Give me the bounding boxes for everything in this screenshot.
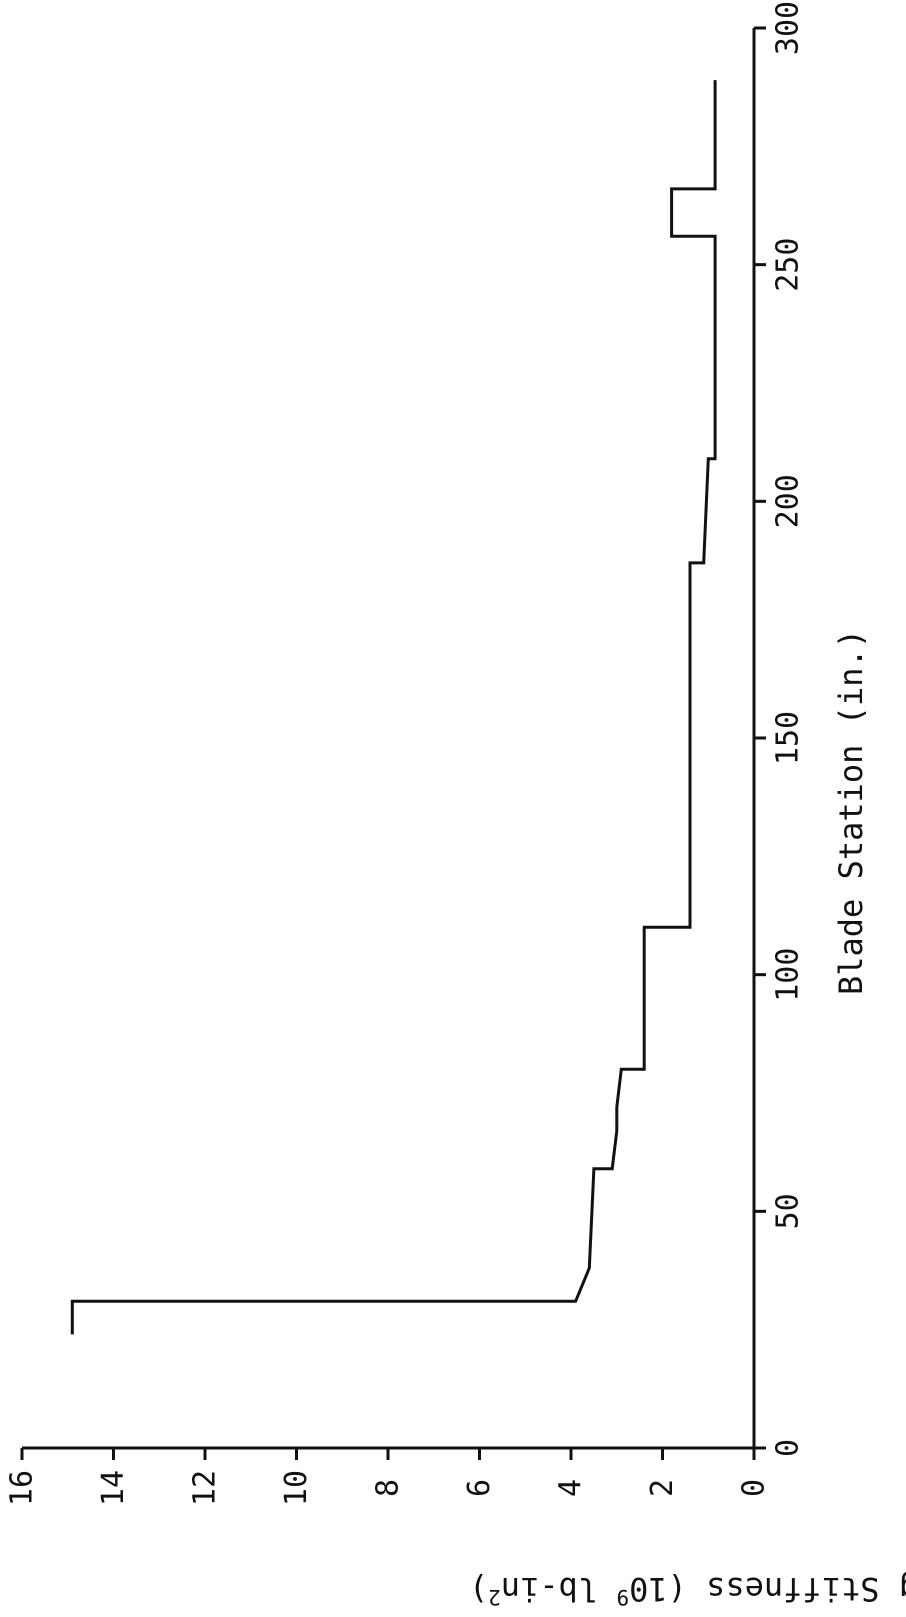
y-tick-label: 10 — [279, 1470, 314, 1506]
y-tick-label: 0 — [737, 1479, 772, 1497]
y-axis-ticks: 0 2 4 6 8 10 12 14 16 — [5, 1448, 772, 1506]
y-axis-title-exponent-1: 9 — [616, 1585, 629, 1609]
y-axis-title-exponent-2: 2 — [488, 1585, 501, 1609]
y-tick-label: 2 — [645, 1479, 680, 1497]
series-group — [70, 80, 717, 1335]
x-tick-label: 0 — [771, 1439, 806, 1457]
x-tick-label: 100 — [771, 948, 806, 1002]
y-tick-label: 6 — [462, 1479, 497, 1497]
stiffness-series-line — [70, 80, 717, 1335]
y-tick-label: 14 — [96, 1470, 131, 1506]
y-tick-label: 4 — [554, 1479, 589, 1497]
y-tick-label: 12 — [188, 1470, 223, 1506]
x-tick-label: 50 — [771, 1193, 806, 1229]
x-tick-label: 200 — [771, 474, 806, 528]
x-axis-ticks: 0 50 100 150 200 250 300 — [754, 1, 806, 1457]
y-axis-title: Edgewise Bending Stiffness (109 lb-in2) — [469, 1570, 906, 1609]
y-axis-title-main: Edgewise Bending Stiffness (10 — [629, 1570, 906, 1608]
y-axis-title-mid: lb-in — [501, 1570, 617, 1608]
x-tick-label: 250 — [771, 238, 806, 292]
y-axis-title-end: ) — [469, 1570, 488, 1608]
y-tick-label: 16 — [5, 1470, 40, 1506]
x-tick-label: 300 — [771, 1, 806, 55]
y-tick-label: 8 — [371, 1479, 406, 1497]
x-tick-label: 150 — [771, 711, 806, 765]
x-axis-title: Blade Station (in.) — [832, 629, 870, 995]
